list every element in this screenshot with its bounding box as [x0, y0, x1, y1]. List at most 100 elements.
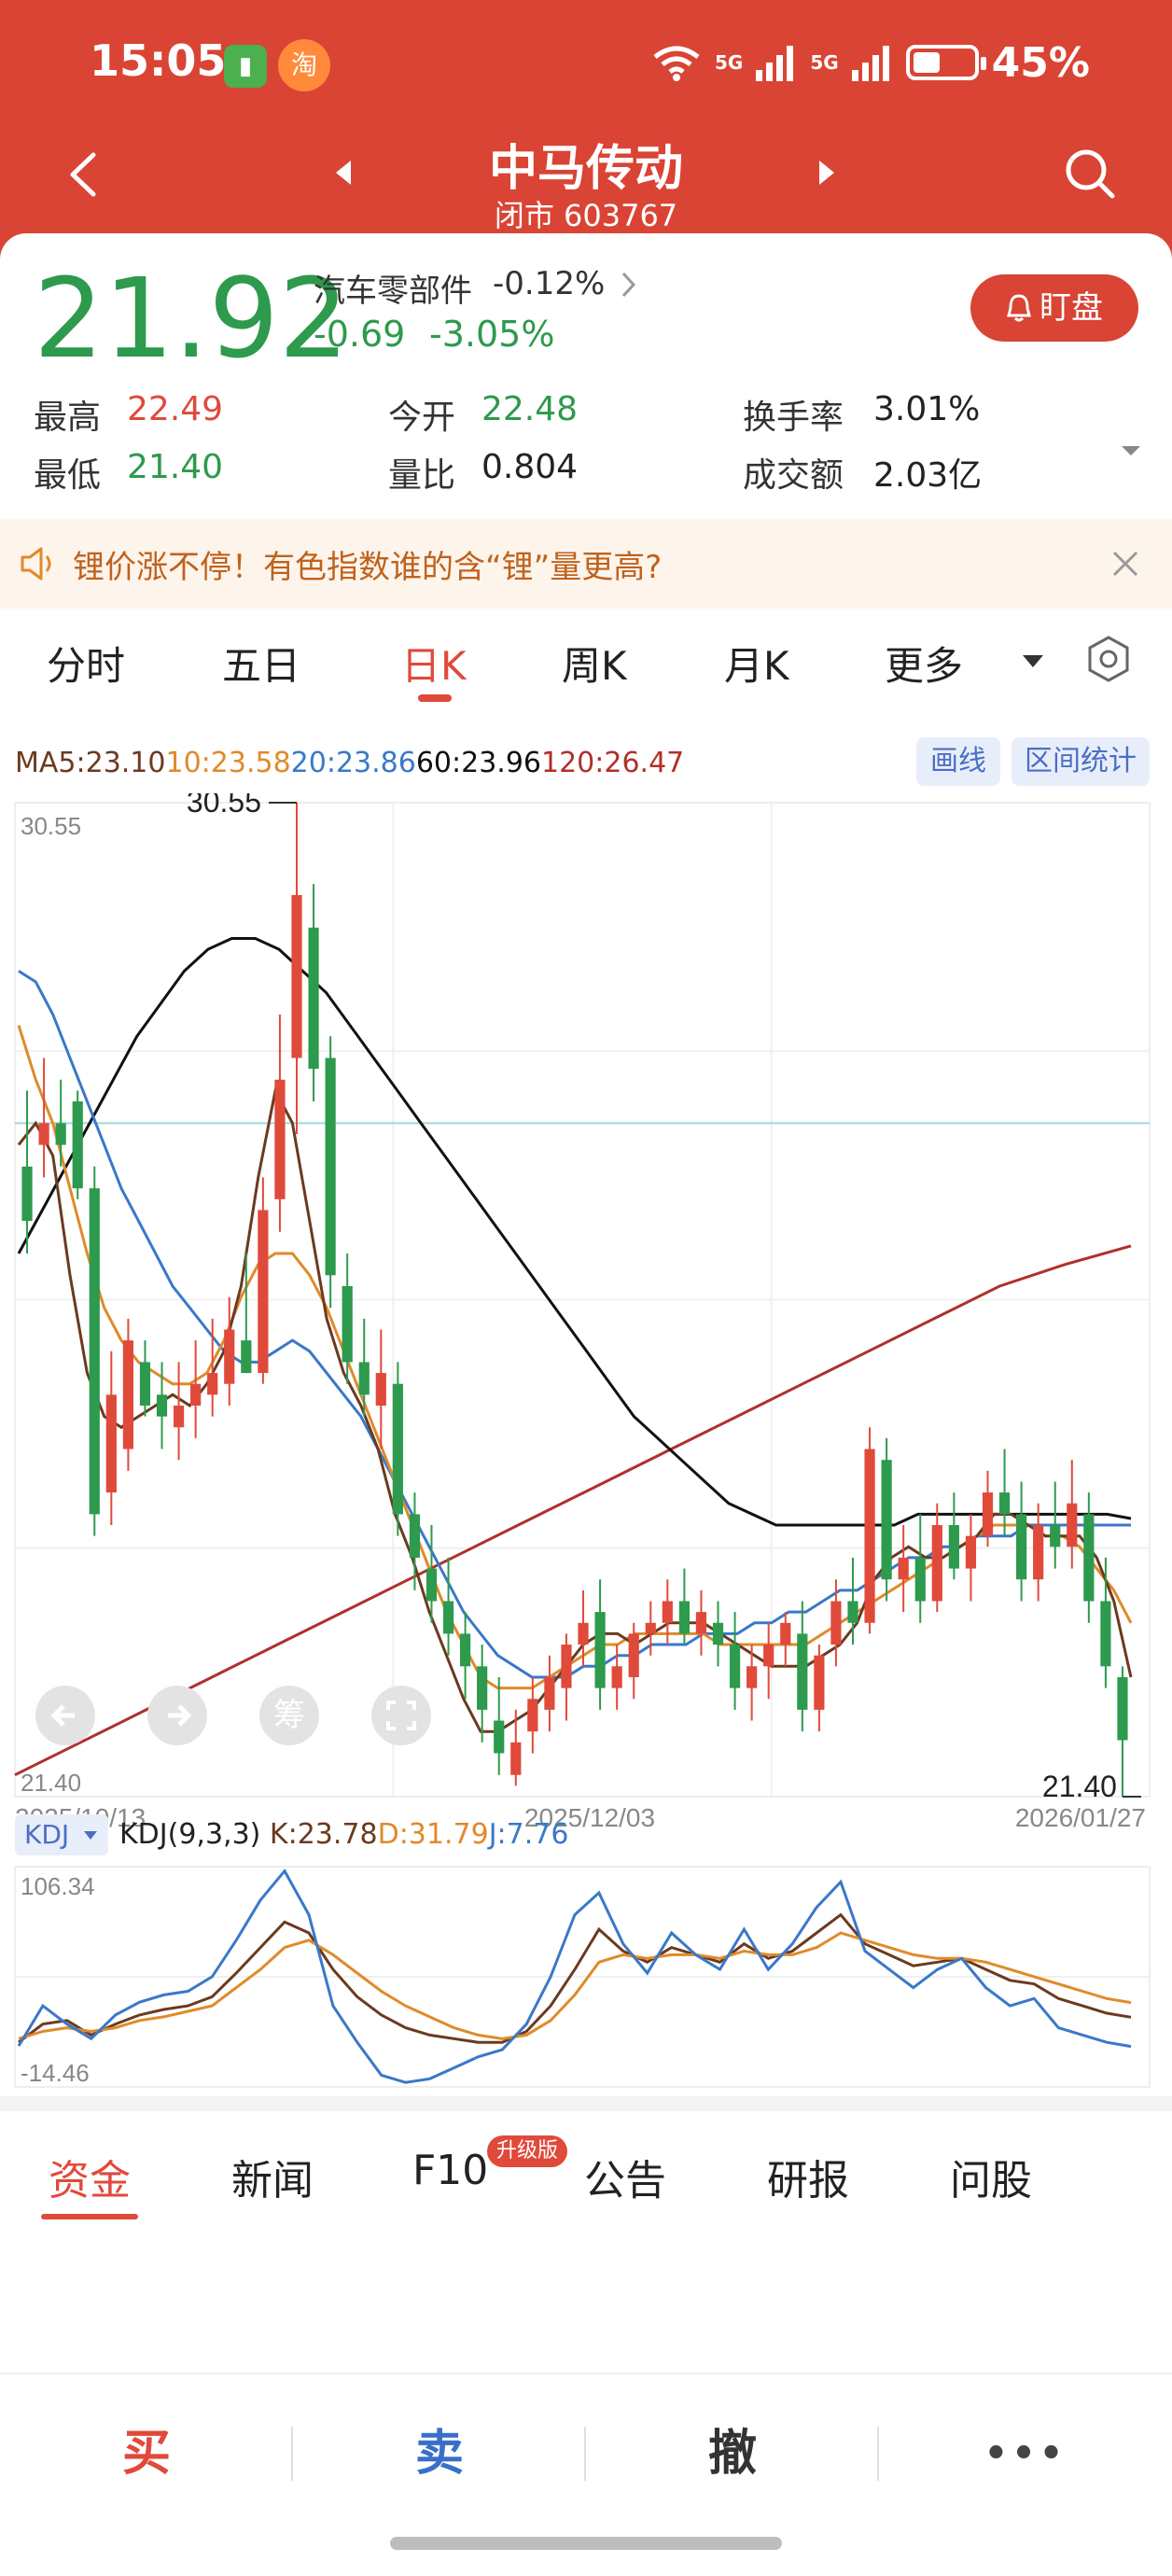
candle-body — [1100, 1601, 1111, 1667]
draw-line-button[interactable]: 画线 — [916, 737, 1000, 786]
watch-button-label: 盯盘 — [1039, 289, 1103, 327]
wifi-icon — [653, 46, 700, 81]
chip-icon[interactable]: 筹 — [259, 1686, 319, 1745]
candle-body — [847, 1601, 858, 1623]
candle-body — [965, 1535, 977, 1569]
candle-body — [797, 1633, 808, 1710]
bell-icon — [1007, 294, 1031, 322]
candle-body — [308, 927, 319, 1070]
candle-body — [594, 1612, 606, 1688]
candle-body — [898, 1557, 909, 1580]
ma10-line — [17, 1025, 1133, 1690]
candle-body — [763, 1645, 774, 1667]
tab-news[interactable]: 新闻 — [231, 2157, 314, 2205]
current-price: 21.92 — [34, 254, 349, 383]
candle-body — [864, 1449, 875, 1623]
candle-body — [38, 1123, 49, 1145]
more-actions-button[interactable]: ••• — [984, 2432, 1067, 2475]
candle-body — [224, 1329, 235, 1384]
banner-text: 锂价涨不停！有色指数谁的含“锂”量更高? — [73, 549, 663, 586]
tab-five-day[interactable]: 五日 — [222, 643, 301, 689]
tab-research[interactable]: 研报 — [767, 2157, 849, 2205]
candle-body — [628, 1633, 639, 1677]
tab-announcements[interactable]: 公告 — [584, 2157, 666, 2205]
status-right: 5G 5G 45% — [651, 34, 1090, 91]
status-time: 15:05 — [90, 35, 227, 86]
sell-button[interactable]: 卖 — [414, 2426, 464, 2482]
x-axis-label: 2026/01/27 — [1015, 1803, 1146, 1832]
chart-forward-button[interactable] — [147, 1686, 207, 1745]
candle-body — [409, 1514, 421, 1558]
stat-value: 21.40 — [127, 448, 224, 486]
stat-value: 0.804 — [481, 448, 579, 486]
candle-body — [982, 1492, 994, 1536]
tab-f10[interactable]: F10 — [412, 2147, 489, 2194]
ma60-line — [17, 937, 1132, 1527]
kdj-d-line — [18, 1931, 1132, 2040]
kdj-title: KDJ(9,3,3) — [119, 1818, 261, 1851]
candle-body — [948, 1525, 959, 1569]
watch-button[interactable]: 盯盘 — [970, 274, 1138, 342]
tab-more[interactable]: 更多 — [885, 643, 964, 689]
chart-back-button[interactable] — [35, 1686, 95, 1745]
page-title: 中马传动 — [488, 141, 683, 197]
upgrade-badge: 升级版 — [487, 2135, 568, 2167]
kdj-j-line — [17, 1868, 1132, 2084]
candle-body — [830, 1601, 842, 1645]
candlestick-chart[interactable]: 30.5521.4030.5521.402025/10/132025/12/03… — [0, 793, 1172, 2100]
kdj-d: D:31.79 — [377, 1818, 489, 1851]
more-dropdown-icon[interactable] — [1021, 653, 1045, 670]
home-indicator[interactable] — [390, 2537, 782, 2550]
candle-body — [139, 1362, 151, 1406]
candle-body — [460, 1633, 471, 1667]
candle-body — [173, 1405, 185, 1428]
content-sheet: 21.92 汽车零部件 -0.12% -0.69 -3.05% 盯盘 最高 22.… — [0, 233, 1172, 2576]
expand-down-icon[interactable] — [1120, 444, 1142, 459]
sector-name[interactable]: 汽车零部件 — [314, 273, 472, 310]
candle-body — [494, 1720, 505, 1754]
price-change-percent: -3.05% — [429, 314, 555, 355]
kdj-k: K:23.78 — [269, 1818, 378, 1851]
stat-value: 22.49 — [127, 390, 224, 428]
candle-body — [358, 1362, 370, 1395]
chevron-right-icon[interactable] — [620, 271, 638, 299]
tab-daily-k[interactable]: 日K — [401, 643, 467, 689]
next-stock-icon[interactable] — [816, 159, 838, 187]
back-arrow-icon[interactable] — [65, 151, 103, 198]
tab-monthly-k[interactable]: 月K — [724, 643, 789, 689]
candle-body — [780, 1622, 791, 1645]
fullscreen-icon — [386, 1701, 416, 1730]
prev-stock-icon[interactable] — [332, 159, 355, 187]
taobao-icon: 淘 — [278, 39, 330, 91]
cancel-order-button[interactable]: 撤 — [707, 2426, 757, 2482]
candle-body — [678, 1601, 690, 1634]
kdj-min-label: -14.46 — [21, 2059, 90, 2087]
close-icon[interactable] — [1110, 549, 1140, 579]
ma-legend: MA5:23.1010:23.5820:23.8660:23.96120:26.… — [15, 747, 684, 779]
interval-stats-button[interactable]: 区间统计 — [1012, 737, 1150, 786]
search-icon[interactable] — [1064, 147, 1116, 200]
stat-value: 3.01% — [873, 390, 981, 428]
action-bar: 买 卖 撤 ••• — [0, 2374, 1172, 2533]
tab-weekly-k[interactable]: 周K — [562, 643, 627, 689]
indicator-selector[interactable]: KDJ — [15, 1814, 108, 1855]
candle-body — [544, 1676, 555, 1710]
candle-body — [746, 1666, 758, 1688]
tab-capital[interactable]: 资金 — [49, 2157, 131, 2205]
chart-fullscreen-button[interactable] — [371, 1686, 431, 1745]
stat-label: 最低 — [34, 456, 102, 495]
settings-hex-icon[interactable] — [1084, 635, 1133, 683]
ma20-line — [18, 970, 1131, 1679]
tab-intraday[interactable]: 分时 — [47, 643, 126, 689]
tab-ask[interactable]: 问股 — [950, 2157, 1032, 2205]
candle-body — [712, 1622, 724, 1645]
news-banner[interactable]: 锂价涨不停！有色指数谁的含“锂”量更高? — [0, 519, 1172, 609]
section-divider — [0, 2096, 1172, 2111]
buy-button[interactable]: 买 — [121, 2426, 171, 2482]
ma60-value: 60:23.96 — [415, 747, 541, 779]
candle-body — [241, 1340, 252, 1374]
candle-body — [122, 1340, 133, 1449]
candle-body — [207, 1373, 218, 1395]
candle-body — [105, 1394, 117, 1493]
candle-body — [1083, 1514, 1095, 1602]
